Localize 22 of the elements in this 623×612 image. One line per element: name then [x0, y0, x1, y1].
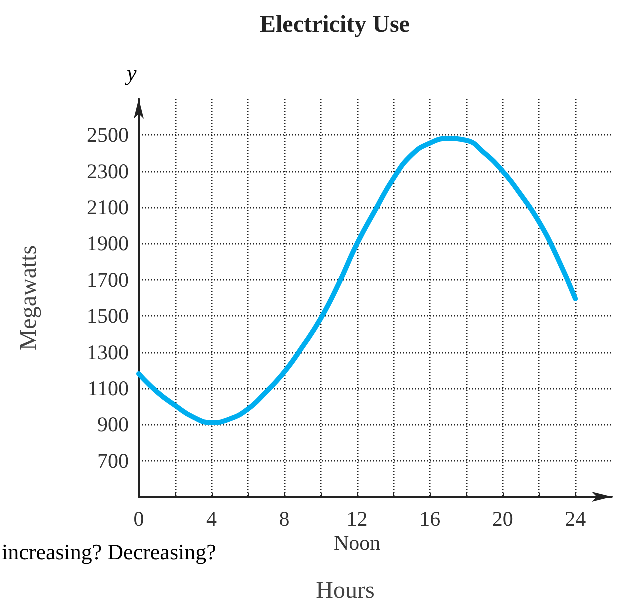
- y-tick-label: 1100: [88, 376, 129, 400]
- y-tick-label: 2500: [87, 123, 129, 148]
- text: y: [125, 60, 137, 86]
- x-tick-label: 16: [420, 507, 441, 531]
- y-tick-label: 1700: [87, 268, 129, 292]
- x-tick-label: 12 Noon: [334, 507, 382, 555]
- x-tick-label: 20: [492, 507, 514, 531]
- y-tick-label: 1500: [87, 304, 129, 328]
- y-axis-title: Megawatts: [16, 245, 42, 351]
- x-axis-title: Hours: [316, 578, 375, 604]
- y-tick-label: 2300: [87, 159, 129, 184]
- x-tick-label: 8: [279, 507, 290, 531]
- y-tick-label: 1900: [87, 232, 129, 256]
- y-tick-label: 700: [98, 448, 129, 473]
- chart-title: Electricity Use: [260, 12, 410, 38]
- y-tick-label: 900: [98, 412, 129, 437]
- y-tick-label: 2100: [87, 196, 129, 220]
- x-tick-label: 24: [565, 507, 587, 531]
- text: increasing? Decreasing?: [2, 540, 216, 564]
- x-tick-label: 4: [206, 507, 218, 531]
- x-tick-label: 0: [134, 507, 144, 531]
- y-tick-label: 1300: [87, 340, 129, 364]
